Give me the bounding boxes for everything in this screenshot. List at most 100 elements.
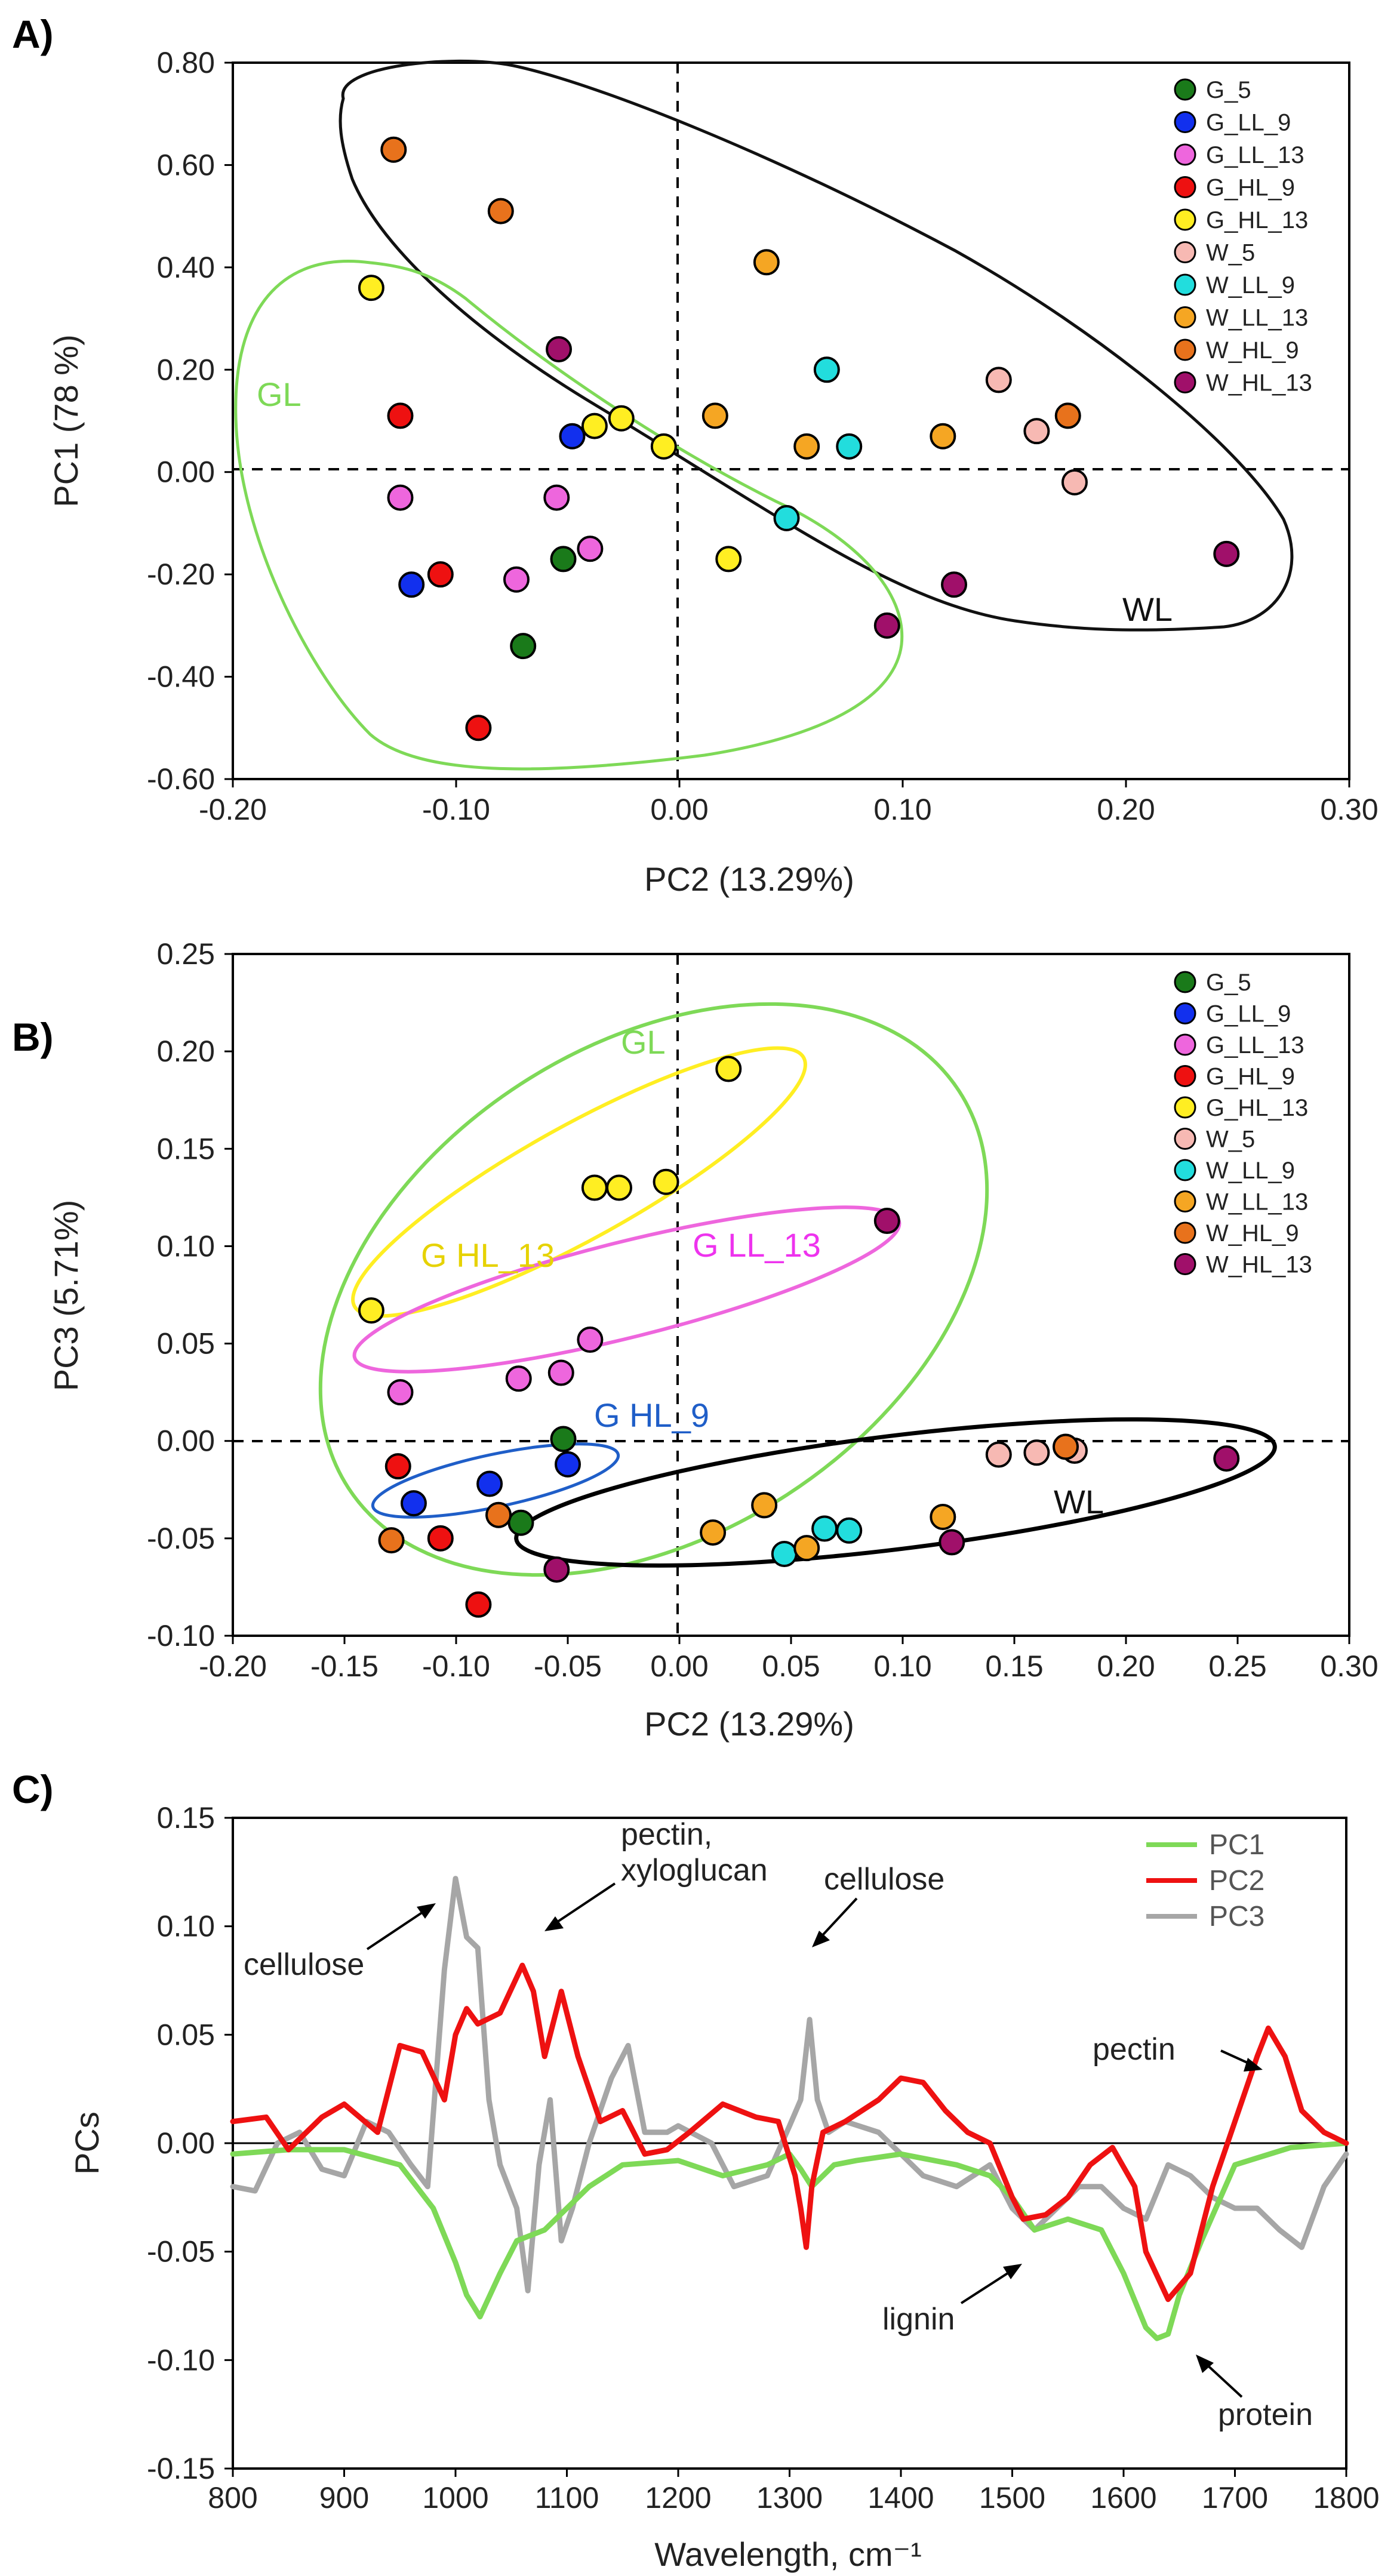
panel-a-gl-outline <box>234 259 904 771</box>
legend-marker <box>1174 338 1196 361</box>
data-point-w-ll-9 <box>836 433 863 460</box>
panel-b-g-hl-9-label: G HL_9 <box>594 1396 709 1434</box>
x-tick-label: 1200 <box>645 2481 711 2515</box>
x-tick-label: 900 <box>319 2481 369 2515</box>
data-point-w-ll-13 <box>793 433 820 460</box>
x-tick-label: -0.20 <box>199 1649 267 1683</box>
legend-marker <box>1174 273 1196 296</box>
y-tick-label: 0.20 <box>157 353 215 386</box>
data-point-g-ll-9 <box>555 1451 581 1478</box>
legend-marker <box>1174 78 1196 101</box>
data-point-g-hl-9 <box>465 715 492 741</box>
data-point-g-hl-13 <box>581 1174 608 1201</box>
data-point-g-ll-13 <box>387 484 414 511</box>
x-tick-label: 0.10 <box>873 793 931 826</box>
annotation-xyloglucan: xyloglucan <box>621 1853 768 1888</box>
data-point-w-hl-9 <box>380 136 407 163</box>
y-tick-label: 0.05 <box>157 2018 215 2051</box>
x-tick-label: 1500 <box>979 2481 1045 2515</box>
data-point-g-hl-13 <box>606 1174 633 1201</box>
panel-a-plot-area <box>232 61 1350 780</box>
panel-b: B) -0.20 -0.15 -0.10 -0.05 0.00 0.05 0.10 0.15 0… <box>12 937 1379 1743</box>
data-point-g-ll-13 <box>505 1365 532 1392</box>
data-point-w-hl-13 <box>546 336 573 362</box>
legend-marker <box>1174 1190 1196 1212</box>
legend-marker <box>1174 1128 1196 1150</box>
legend-marker <box>1174 241 1196 263</box>
y-tick-label: -0.05 <box>147 1522 215 1555</box>
legend-marker <box>1174 1253 1196 1275</box>
x-tick-label: 0.00 <box>650 1649 708 1683</box>
data-point-w-ll-13 <box>930 1503 956 1530</box>
legend-marker <box>1174 1159 1196 1181</box>
data-point-w-hl-13 <box>543 1556 570 1583</box>
legend-entry-g-hl-13: G_HL_13 <box>1206 207 1308 233</box>
y-tick-label: 0.15 <box>157 1132 215 1165</box>
y-tick-label: -0.40 <box>147 660 215 694</box>
y-tick-label: -0.60 <box>147 762 215 796</box>
data-point-g-hl-9 <box>427 1525 454 1552</box>
data-point-w-ll-13 <box>751 1492 778 1519</box>
legend-entry-w-5: W_5 <box>1206 240 1255 266</box>
x-tick-label: -0.15 <box>310 1649 379 1683</box>
data-point-g-hl-13 <box>715 546 742 573</box>
data-point-g-ll-13 <box>577 535 604 562</box>
legend-entry-g-hl-9: G_HL_9 <box>1206 1064 1295 1090</box>
legend-entry-w-hl-9: W_HL_9 <box>1206 337 1299 364</box>
x-tick-label: 0.30 <box>1320 1649 1378 1683</box>
data-point-w-hl-13 <box>941 571 968 598</box>
data-point-w-hl-13 <box>873 612 900 639</box>
annotation-arrowhead-pectin-1 <box>544 1916 564 1931</box>
legend-entry-w-5: W_5 <box>1206 1127 1255 1153</box>
legend-marker <box>1174 306 1196 328</box>
data-point-w-ll-13 <box>793 1535 820 1562</box>
panel-b-points <box>358 1055 1240 1618</box>
x-tick-label: 0.20 <box>1097 1649 1155 1683</box>
annotation-arrow-protein <box>1202 2360 1243 2398</box>
annotation-pectin-2: pectin <box>1093 2032 1176 2067</box>
annotation-cellulose-2: cellulose <box>824 1862 944 1897</box>
x-tick-label: 0.20 <box>1097 793 1155 826</box>
series-line-pc1 <box>230 2140 1349 2341</box>
data-point-w-ll-13 <box>930 423 956 450</box>
panel-c-legend: PC1 PC2 PC3 <box>1146 1829 1264 1932</box>
panel-b-g-hl-13-outline <box>351 1046 807 1318</box>
data-point-w-hl-13 <box>873 1208 900 1235</box>
legend-entry-w-ll-13: W_LL_13 <box>1206 1189 1308 1215</box>
y-tick-label: -0.20 <box>147 558 215 591</box>
annotation-arrowhead-protein <box>1196 2355 1214 2373</box>
x-tick-label: -0.10 <box>422 793 490 826</box>
data-point-w-ll-13 <box>753 249 780 276</box>
legend-entry-g-5: G_5 <box>1206 970 1251 996</box>
panel-b-y-axis-label: PC3 (5.71%) <box>47 1200 85 1392</box>
data-point-w-5 <box>1023 1439 1050 1466</box>
y-tick-label: -0.05 <box>147 2235 215 2269</box>
data-point-g-hl-13 <box>653 1168 679 1195</box>
legend-entry-w-ll-9: W_LL_9 <box>1206 1158 1295 1184</box>
legend-marker <box>1174 1033 1196 1056</box>
x-tick-label: 800 <box>208 2481 257 2515</box>
y-tick-label: 0.20 <box>157 1035 215 1068</box>
panel-b-gl-outline <box>318 1002 989 1577</box>
panel-a-axes: -0.20 -0.10 0.00 0.10 0.20 0.30 -0.60 -0.40 -0.2… <box>147 46 1379 826</box>
panel-b-wl-outline <box>514 1417 1277 1568</box>
data-point-w-hl-9 <box>487 198 514 224</box>
data-point-w-hl-9 <box>485 1501 512 1528</box>
annotation-arrow-cellulose-2 <box>817 1897 858 1941</box>
data-point-w-ll-9 <box>813 356 840 383</box>
data-point-g-ll-13 <box>503 566 530 593</box>
legend-entry-w-ll-9: W_LL_9 <box>1206 272 1295 298</box>
y-tick-label: 0.00 <box>157 1424 215 1458</box>
data-point-w-ll-13 <box>700 1519 727 1546</box>
panel-c-axes: 800 900 1000 1100 1200 1300 1400 1500 1600 1700 18… <box>147 1801 1380 2515</box>
legend-entry-g-hl-9: G_HL_9 <box>1206 175 1295 201</box>
data-point-w-ll-9 <box>836 1517 863 1544</box>
panel-a: A) -0.20 -0.10 0.00 0.10 0.20 0.30-0.60-0.40-… <box>12 12 1379 898</box>
panel-c-label: C) <box>12 1767 54 1811</box>
data-point-g-hl-9 <box>384 1453 411 1480</box>
data-point-w-hl-13 <box>1213 1445 1240 1472</box>
y-tick-label: 0.60 <box>157 148 215 181</box>
data-point-g-hl-13 <box>608 405 635 432</box>
panel-b-axes: -0.20 -0.15 -0.10 -0.05 0.00 0.05 0.10 0.15 0.20… <box>147 937 1379 1683</box>
